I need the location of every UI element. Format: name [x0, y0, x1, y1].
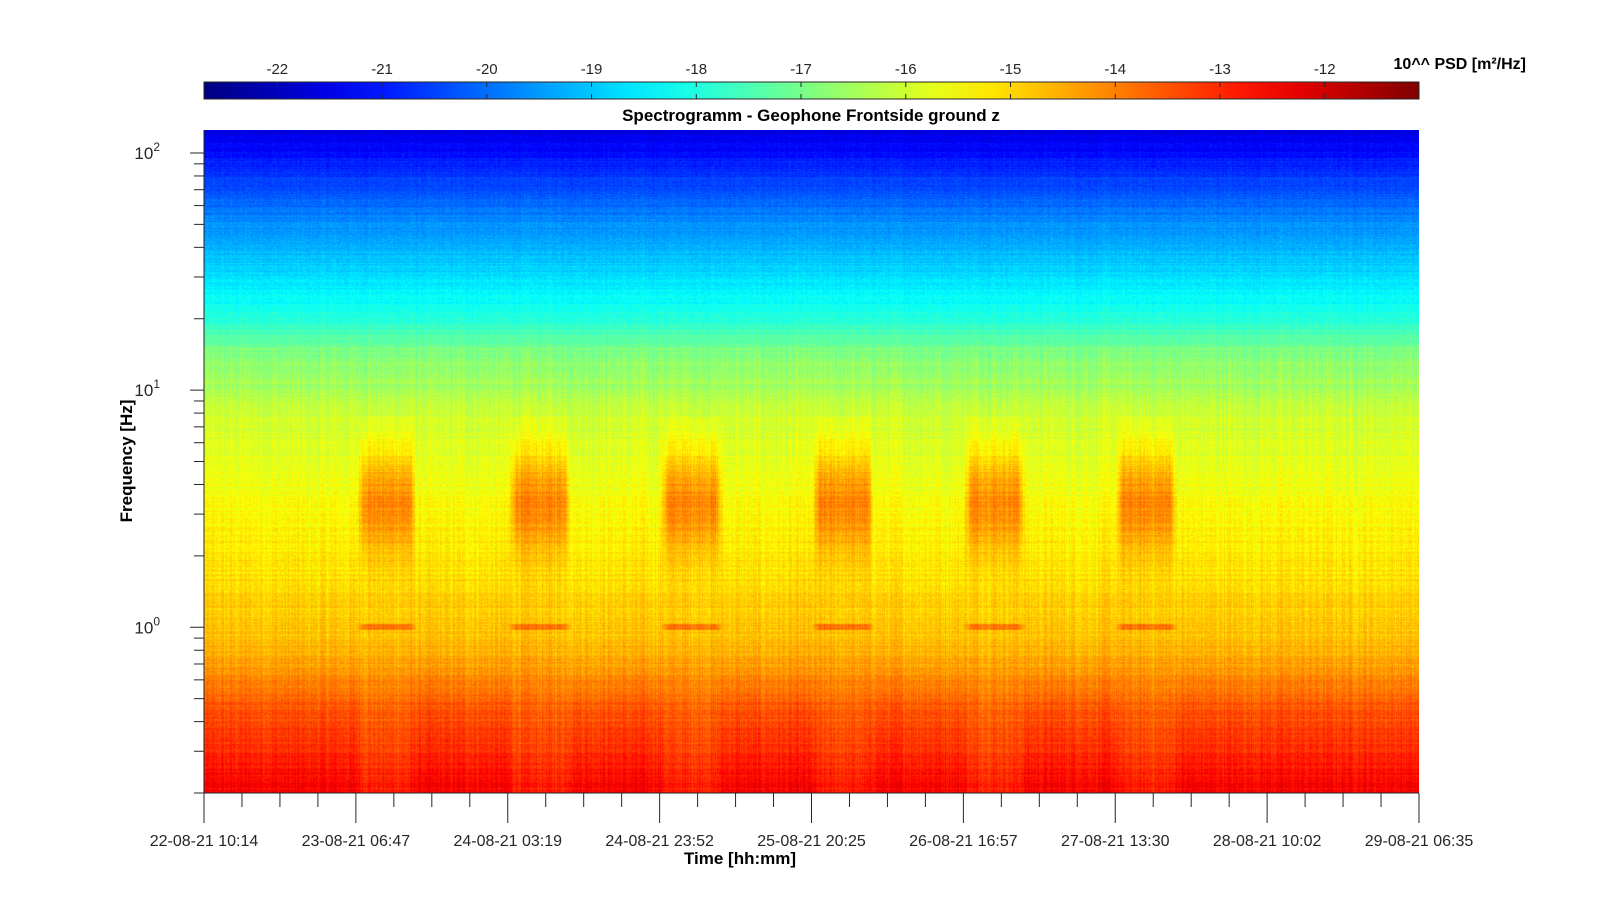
colorbar-tick-label: -13	[1209, 61, 1231, 78]
x-tick-label: 26-08-21 16:57	[909, 833, 1018, 850]
x-tick-label: 28-08-21 10:02	[1213, 833, 1322, 850]
y-tick-label: 102	[134, 140, 160, 163]
colorbar: -22 -21 -20 -19 -18 -17 -16 -15 -14 -13 -12 10^^ P…	[203, 56, 1526, 100]
y-tick-label: 100	[134, 614, 160, 637]
x-axis-ticks: 22-08-21 10:14 23-08-21 06:47 24-08-21 03:…	[150, 793, 1474, 850]
colorbar-tick-label: -16	[895, 61, 917, 78]
x-tick-label: 23-08-21 06:47	[302, 833, 411, 850]
colorbar-tick-label: -17	[790, 61, 812, 78]
y-tick-label: 101	[134, 377, 160, 400]
x-tick-label: 24-08-21 23:52	[605, 833, 714, 850]
colorbar-tick-label: -22	[266, 61, 288, 78]
x-tick-label: 25-08-21 20:25	[757, 833, 866, 850]
colorbar-tick-label: -14	[1104, 61, 1126, 78]
x-tick-label: 29-08-21 06:35	[1365, 833, 1474, 850]
colorbar-gradient	[204, 82, 1419, 99]
chart-title: Spectrogramm - Geophone Frontside ground…	[622, 106, 1000, 125]
colorbar-tick-label: -20	[476, 61, 498, 78]
colorbar-tick-label: -21	[371, 61, 393, 78]
colorbar-tick-label: -19	[581, 61, 603, 78]
x-tick-label: 24-08-21 03:19	[453, 833, 562, 850]
heatmap-canvas	[204, 130, 1419, 793]
colorbar-frame	[203, 81, 1420, 100]
y-axis-ticks: 100 101 102	[134, 140, 204, 794]
x-axis-label: Time [hh:mm]	[684, 849, 796, 868]
heatmap-area	[204, 130, 1419, 793]
colorbar-tick-label: -12	[1314, 61, 1336, 78]
y-axis-label: Frequency [Hz]	[117, 400, 136, 523]
colorbar-ticks: -22 -21 -20 -19 -18 -17 -16 -15 -14 -13 -12	[266, 61, 1336, 99]
colorbar-tick-label: -18	[685, 61, 707, 78]
colorbar-tick-label: -15	[1000, 61, 1022, 78]
x-tick-label: 27-08-21 13:30	[1061, 833, 1170, 850]
x-tick-label: 22-08-21 10:14	[150, 833, 259, 850]
colorbar-label: 10^^ PSD [m²/Hz]	[1394, 56, 1526, 73]
